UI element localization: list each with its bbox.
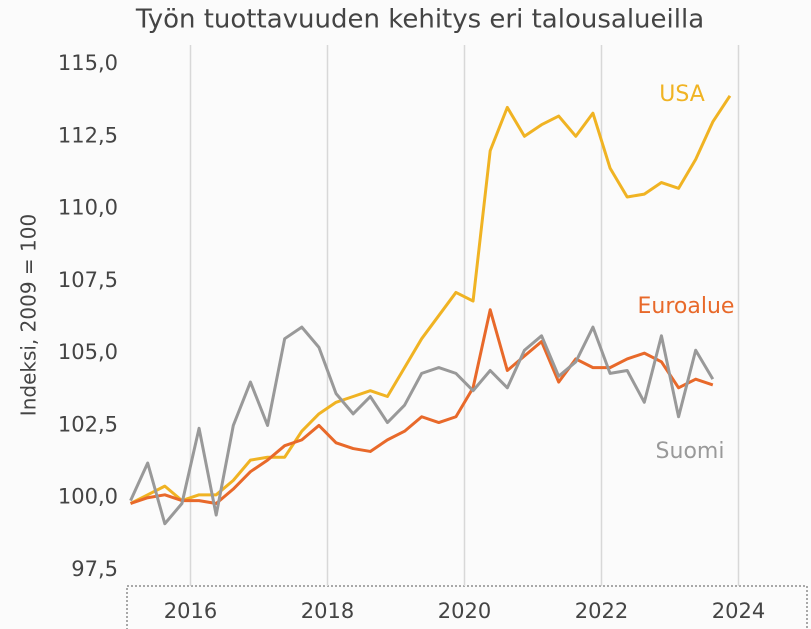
y-tick-label: 100,0 [58,485,118,509]
series-label: Suomi [656,439,725,464]
series-label: Euroalue [638,294,735,319]
x-tick-label: 2020 [438,599,491,623]
y-tick-label: 105,0 [58,340,118,364]
x-axis-frame [126,585,808,629]
y-tick-label: 107,5 [58,268,118,292]
series-line [129,325,715,526]
chart-title: Työn tuottavuuden kehitys eri talousalue… [135,5,704,35]
series-line [129,94,732,505]
series-line [130,308,714,505]
y-tick-label: 112,5 [58,123,118,147]
y-axis-label: Indeksi, 2009 = 100 [17,214,41,416]
x-tick-label: 2022 [575,599,628,623]
y-tick-label: 102,5 [58,412,118,436]
x-tick-label: 2024 [712,599,765,623]
x-tick-label: 2018 [301,599,354,623]
y-tick-label: 110,0 [58,196,118,220]
y-tick-label: 97,5 [71,557,118,581]
y-tick-label: 115,0 [58,51,118,75]
x-tick-label: 2016 [164,599,217,623]
series-label: USA [659,82,705,107]
